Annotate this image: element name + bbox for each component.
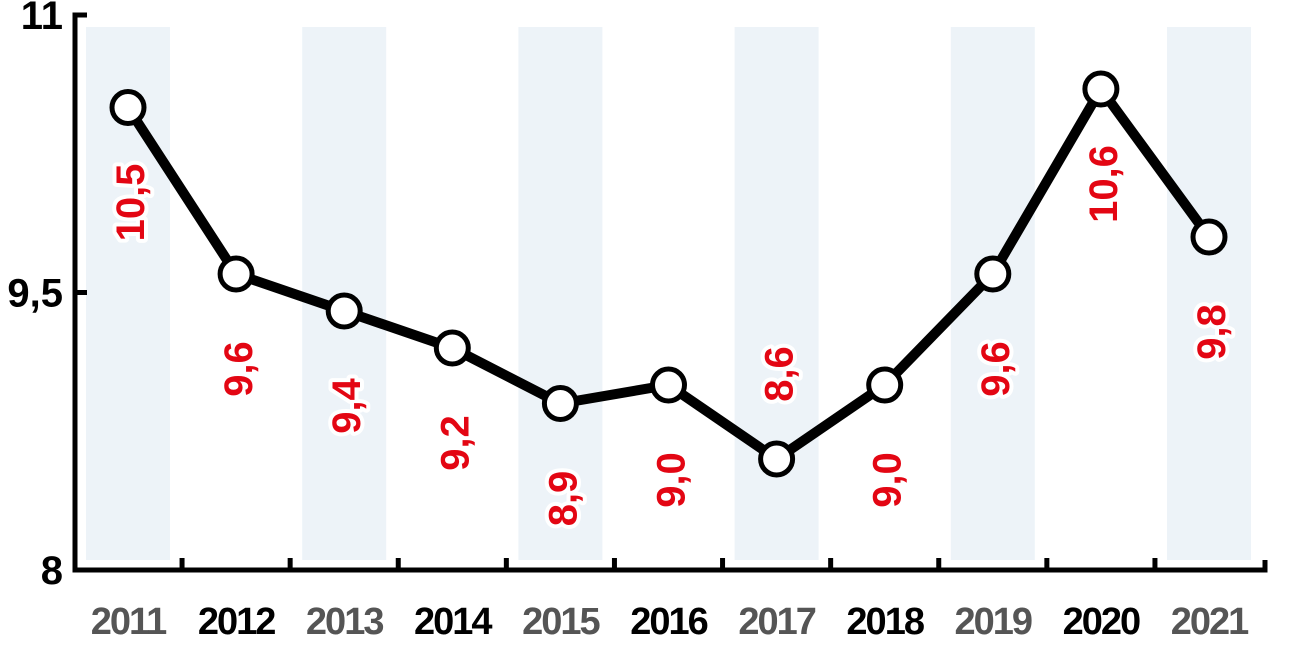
data-point [1190, 218, 1228, 256]
y-tick-label: 11 [21, 0, 63, 38]
data-label: 10,5 [109, 164, 153, 242]
data-point [974, 255, 1012, 293]
column-band [734, 27, 819, 560]
data-label: 9,2 [433, 415, 477, 471]
x-tick-label: 2019 [955, 601, 1032, 643]
y-tick-label: 9,5 [7, 272, 63, 316]
column-band [1167, 27, 1251, 560]
data-label: 9,8 [1190, 304, 1234, 360]
data-label: 9,0 [866, 452, 910, 508]
data-point [541, 385, 579, 422]
data-label: 8,9 [541, 471, 585, 527]
data-point [325, 292, 363, 330]
data-label: 9,6 [217, 341, 261, 397]
data-point [1082, 70, 1120, 108]
data-label: 9,6 [974, 341, 1018, 397]
column-band [950, 27, 1035, 560]
y-tick-label: 8 [41, 549, 63, 593]
data-label: 10,6 [1082, 145, 1126, 223]
data-point [109, 89, 147, 126]
data-label: 9,0 [650, 452, 694, 508]
x-tick-label: 2020 [1063, 601, 1140, 643]
data-point [217, 255, 255, 293]
data-point [650, 366, 687, 404]
x-tick-label: 2013 [306, 601, 383, 643]
x-tick-label: 2011 [91, 601, 167, 643]
x-tick-label: 2021 [1171, 601, 1249, 643]
data-label: 8,6 [758, 346, 802, 402]
x-tick-label: 2014 [414, 601, 492, 643]
data-label: 9,4 [325, 377, 369, 433]
x-tick-label: 2012 [198, 601, 275, 643]
data-point [758, 440, 796, 478]
x-tick-label: 2015 [522, 601, 600, 643]
data-point [433, 329, 471, 367]
x-tick-label: 2017 [738, 601, 815, 643]
data-point [866, 366, 904, 404]
x-tick-label: 2016 [630, 601, 707, 643]
x-tick-label: 2018 [846, 601, 923, 643]
column-band [518, 27, 603, 560]
